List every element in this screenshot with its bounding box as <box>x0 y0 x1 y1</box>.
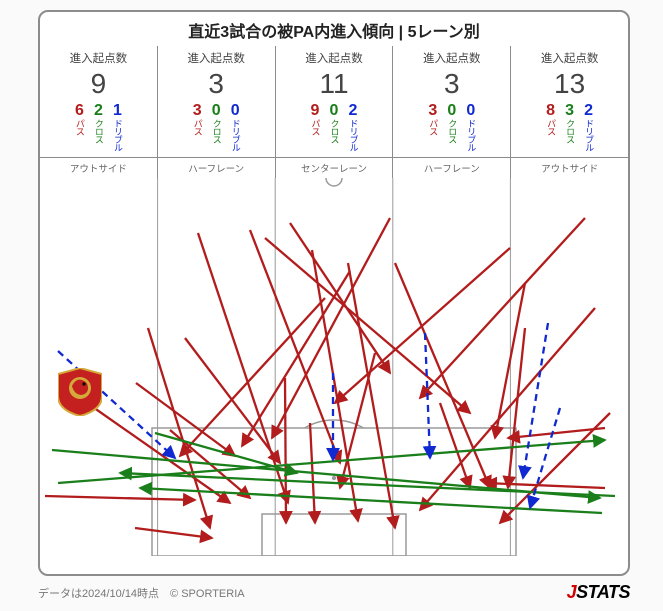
team-crest-icon <box>58 368 102 416</box>
chart-frame: 直近3試合の被PA内進入傾向 | 5レーン別 進入起点数96パス2クロス1ドリブ… <box>38 10 630 576</box>
stat-cross: 2クロス <box>94 103 103 151</box>
pass-arrow <box>185 338 280 463</box>
lane-total: 9 <box>40 66 157 101</box>
footer: データは2024/10/14時点 © SPORTERIA JSTATS <box>38 582 630 603</box>
stat-dribble: 1ドリブル <box>113 103 122 151</box>
pass-arrow <box>420 308 595 510</box>
cross-arrow <box>58 440 605 483</box>
lane-breakdown: 3パス 0クロス 0ドリブル <box>158 103 275 151</box>
dribble-arrow <box>523 323 548 478</box>
lane-name-1: ハーフレーン <box>157 158 275 178</box>
logo-word: STATS <box>576 582 630 602</box>
pass-arrow <box>45 496 195 500</box>
pass-arrow <box>485 483 605 488</box>
pass-arrow <box>265 238 470 413</box>
lane-names-row: アウトサイドハーフレーンセンターレーンハーフレーンアウトサイド <box>40 158 628 178</box>
pass-arrow <box>285 378 286 523</box>
lane-total: 13 <box>511 66 628 101</box>
stat-dribble: 2ドリブル <box>584 103 593 151</box>
stat-cross: 0クロス <box>212 103 221 151</box>
pass-arrow <box>440 403 470 488</box>
pass-arrow <box>198 233 288 503</box>
stat-dribble: 0ドリブル <box>231 103 240 151</box>
lane-header: 進入起点数 <box>158 50 275 66</box>
lane-name-0: アウトサイド <box>40 158 157 178</box>
pass-arrow <box>135 528 212 538</box>
stat-pass: 6パス <box>75 103 84 151</box>
stat-dribble: 2ドリブル <box>348 103 357 151</box>
pass-arrow <box>420 218 585 398</box>
pass-arrow <box>80 398 230 503</box>
dribble-arrow <box>425 333 430 458</box>
logo-j: J <box>567 582 577 602</box>
data-note: データは2024/10/14時点 © SPORTERIA <box>38 585 245 601</box>
lane-name-2: センターレーン <box>275 158 393 178</box>
lane-cell-2: 進入起点数11 9パス 0クロス 2ドリブル <box>275 46 393 157</box>
stat-cross: 3クロス <box>565 103 574 151</box>
pitch-area <box>40 178 628 556</box>
lane-header: 進入起点数 <box>393 50 510 66</box>
stat-pass: 3パス <box>428 103 437 151</box>
lane-name-4: アウトサイド <box>510 158 628 178</box>
lane-cell-1: 進入起点数3 3パス 0クロス 0ドリブル <box>157 46 275 157</box>
stat-pass: 8パス <box>546 103 555 151</box>
stat-pass: 3パス <box>193 103 202 151</box>
lane-header: 進入起点数 <box>40 50 157 66</box>
lane-total: 11 <box>276 66 393 101</box>
lane-breakdown: 3パス 0クロス 0ドリブル <box>393 103 510 151</box>
lane-cell-3: 進入起点数3 3パス 0クロス 0ドリブル <box>392 46 510 157</box>
pass-arrow <box>348 263 395 528</box>
lane-breakdown: 8パス 3クロス 2ドリブル <box>511 103 628 151</box>
lane-name-3: ハーフレーン <box>392 158 510 178</box>
lane-stats-row: 進入起点数96パス2クロス1ドリブル進入起点数33パス0クロス0ドリブル進入起点… <box>40 46 628 158</box>
lane-cell-0: 進入起点数9 6パス 2クロス 1ドリブル <box>40 46 157 157</box>
cross-arrow <box>155 433 297 473</box>
lane-breakdown: 6パス 2クロス 1ドリブル <box>40 103 157 151</box>
lane-header: 進入起点数 <box>276 50 393 66</box>
stats-logo: JSTATS <box>567 582 630 603</box>
lane-total: 3 <box>158 66 275 101</box>
chart-title: 直近3試合の被PA内進入傾向 | 5レーン別 <box>40 12 628 46</box>
stat-pass: 9パス <box>310 103 319 151</box>
lane-header: 進入起点数 <box>511 50 628 66</box>
pass-arrow <box>136 383 235 456</box>
stat-cross: 0クロス <box>329 103 338 151</box>
lane-cell-4: 進入起点数13 8パス 3クロス 2ドリブル <box>510 46 628 157</box>
stat-dribble: 0ドリブル <box>466 103 475 151</box>
lane-breakdown: 9パス 0クロス 2ドリブル <box>276 103 393 151</box>
stat-cross: 0クロス <box>447 103 456 151</box>
lane-total: 3 <box>393 66 510 101</box>
pitch-svg <box>40 178 628 556</box>
pass-arrow <box>180 298 325 456</box>
